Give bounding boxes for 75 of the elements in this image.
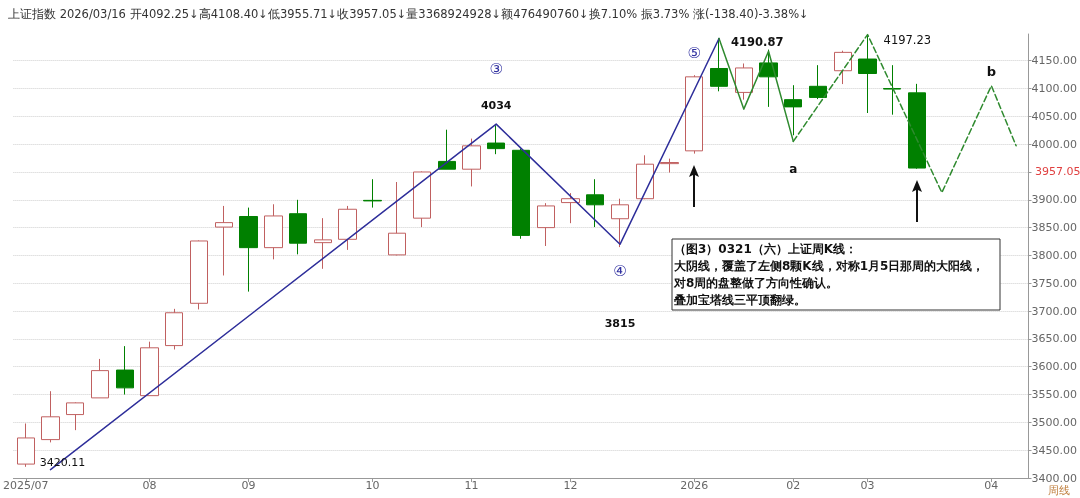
candlestick [17, 422, 35, 468]
x-tick-label: 12 [563, 479, 578, 492]
annotation: a [789, 162, 798, 176]
candlestick [165, 308, 183, 350]
candlestick [264, 203, 283, 260]
annotation: ⑤ [687, 44, 701, 62]
x-tick-label: 03 [860, 479, 875, 492]
y-tick-label: 3650.00 [1031, 332, 1078, 346]
candlestick [487, 124, 505, 155]
y-tick-label: 3600.00 [1031, 360, 1078, 374]
candlestick [239, 207, 258, 293]
text: 周线 [1048, 483, 1070, 497]
candlestick [116, 345, 134, 396]
x-tick-label: 02 [786, 479, 801, 492]
y-tick-label: 3750.00 [1031, 276, 1078, 290]
candlestick [338, 205, 357, 251]
candlestick [636, 154, 654, 200]
candlestick [561, 192, 580, 224]
candlestick [834, 50, 852, 85]
candlestick [462, 138, 481, 187]
candlestick [388, 181, 406, 256]
y-tick-label: 3450.00 [1031, 443, 1078, 457]
candlestick [363, 178, 382, 209]
candlestick [314, 217, 332, 270]
annotation: 4190.87 [731, 35, 784, 49]
candlestick [66, 401, 84, 431]
x-tick-label: 11 [464, 479, 479, 492]
y-tick-label: 3850.00 [1031, 221, 1078, 235]
candlestick [537, 202, 555, 247]
annotation: b [986, 63, 997, 79]
y-tick-label: 4150.00 [1031, 54, 1078, 68]
annotation: 大阴线，覆盖了左侧8颗K线，对称1月5日那周的大阳线， [674, 259, 985, 273]
candlestick [883, 64, 901, 116]
y-tick-label: 3550.00 [1031, 388, 1078, 402]
annotation: ③ [489, 60, 503, 78]
annotation: 4034 [480, 98, 512, 112]
x-tick-label: 10 [365, 479, 380, 492]
candlestick [586, 178, 604, 228]
candlestick [512, 148, 530, 240]
x-tick-label: 2025/07 [2, 479, 49, 492]
annotation: （图3）0321（六）上证周K线： [674, 242, 858, 256]
x-tick-label: 04 [984, 479, 999, 492]
candlestick [289, 199, 307, 255]
text: 3957.05 [1035, 164, 1080, 178]
candlestick [140, 341, 159, 397]
candlestick [735, 62, 753, 101]
annotation: 4197.23 [883, 33, 932, 48]
candlestick [784, 84, 802, 136]
y-tick-label: 3700.00 [1031, 304, 1078, 318]
candlestick [413, 170, 431, 228]
y-tick-label: 4100.00 [1031, 82, 1078, 96]
x-tick-label: 08 [142, 479, 157, 492]
x-tick-label: 2026 [680, 479, 709, 492]
y-tick-label: 3900.00 [1031, 193, 1078, 207]
y-tick-label: 3400.00 [1031, 471, 1078, 485]
chart-title: 上证指数 2026/03/16 开4092.25↓高4108.40↓低3955.71↓收3957.05↓量3368924928↓额476490760↓换7.10% 振3.73% 涨(-138.40)-3.38%↓ [8, 7, 809, 21]
y-tick-label: 4050.00 [1031, 109, 1078, 123]
candlestick [190, 239, 208, 310]
candlestick [660, 158, 679, 174]
y-tick-label: 3800.00 [1031, 248, 1078, 262]
candlestick [858, 33, 877, 114]
candlestick [215, 205, 233, 276]
candlestick [908, 83, 926, 170]
y-tick-label: 3500.00 [1031, 415, 1078, 429]
candlestick [41, 390, 60, 443]
annotation: 对8周的盘整做了方向性确认。 [673, 276, 839, 290]
candlestick [685, 74, 703, 155]
y-tick-label: 4000.00 [1031, 137, 1078, 151]
x-tick-label: 09 [241, 479, 256, 492]
candlestick [611, 198, 629, 248]
candlestick [809, 64, 827, 100]
annotation: 3815 [604, 316, 636, 330]
candlestick [91, 358, 109, 399]
annotation: 叠加宝塔线三平顶翻绿。 [673, 293, 806, 307]
annotation: ④ [613, 262, 627, 280]
